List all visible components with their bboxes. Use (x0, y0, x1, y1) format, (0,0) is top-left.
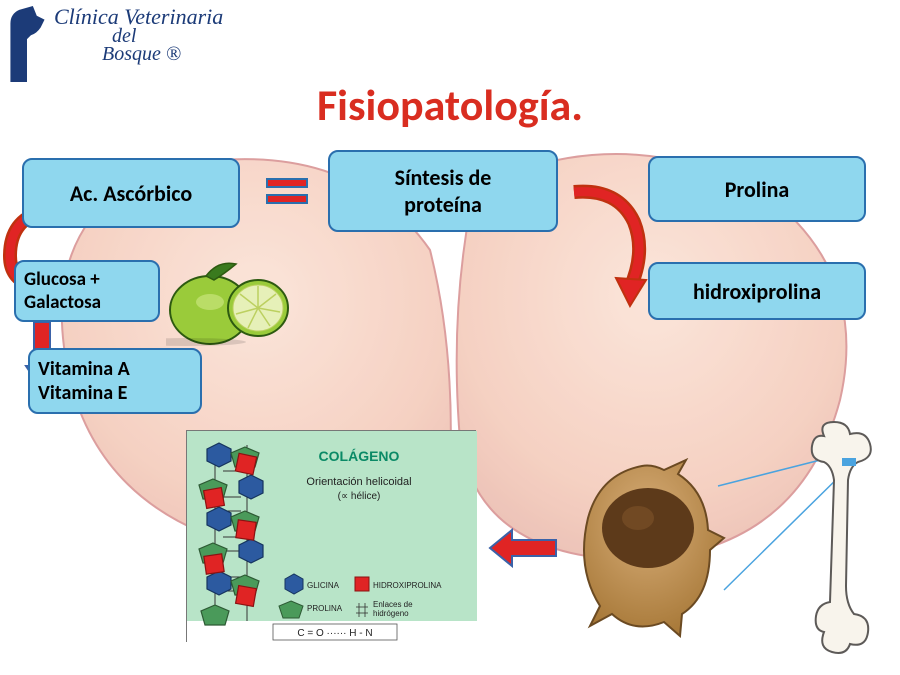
box-proline: Prolina (648, 156, 866, 222)
box-glucose-galactose: Glucosa + Galactosa (14, 260, 160, 322)
bone-cell-icon (560, 458, 730, 638)
svg-text:GLICINA: GLICINA (307, 581, 340, 590)
collagen-diagram-panel: COLÁGENO Orientación helicoidal (∝ hélic… (186, 430, 476, 642)
box-ascorbic-acid: Ac. Ascórbico (22, 158, 240, 228)
collagen-footer: C = O ······ H - N (297, 628, 372, 639)
block-arrow-left-icon (488, 528, 558, 568)
collagen-title: COLÁGENO (319, 448, 400, 464)
slide-title: Fisiopatología. (0, 78, 900, 132)
femur-bone-icon (796, 418, 886, 658)
svg-text:hidrógeno: hidrógeno (373, 609, 409, 618)
svg-text:PROLINA: PROLINA (307, 604, 343, 613)
svg-text:HIDROXIPROLINA: HIDROXIPROLINA (373, 581, 442, 590)
box-label: hidroxiprolina (693, 278, 821, 305)
lime-icon (166, 252, 296, 348)
dog-head-icon (6, 6, 48, 84)
brand-line3: Bosque ® (102, 44, 223, 64)
box-vitamins: Vitamina A Vitamina E (28, 348, 202, 414)
box-label: Prolina (725, 176, 790, 203)
box-protein-synthesis: Síntesis de proteína (328, 150, 558, 232)
collagen-subtitle: Orientación helicoidal (306, 476, 411, 488)
box-label: Glucosa + Galactosa (24, 268, 101, 314)
box-label: Ac. Ascórbico (70, 180, 192, 207)
box-label: Síntesis de proteína (395, 164, 492, 218)
brand-logo: Clínica Veterinaria del Bosque ® (6, 6, 223, 84)
box-hydroxyproline: hidroxiprolina (648, 262, 866, 320)
svg-text:Enlaces de: Enlaces de (373, 600, 413, 609)
equals-icon (266, 178, 308, 204)
box-label: Vitamina A Vitamina E (38, 357, 130, 405)
brand-text: Clínica Veterinaria del Bosque ® (54, 6, 223, 64)
brand-line1: Clínica Veterinaria (54, 6, 223, 28)
collagen-subtitle2: (∝ hélice) (338, 491, 381, 502)
